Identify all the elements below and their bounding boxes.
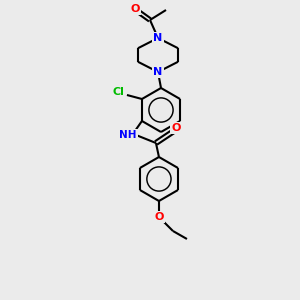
Text: O: O (171, 123, 181, 133)
Text: Cl: Cl (112, 87, 124, 97)
Text: NH: NH (119, 130, 137, 140)
Text: O: O (130, 4, 140, 14)
Text: N: N (153, 67, 163, 77)
Text: N: N (153, 33, 163, 43)
Text: O: O (154, 212, 164, 222)
